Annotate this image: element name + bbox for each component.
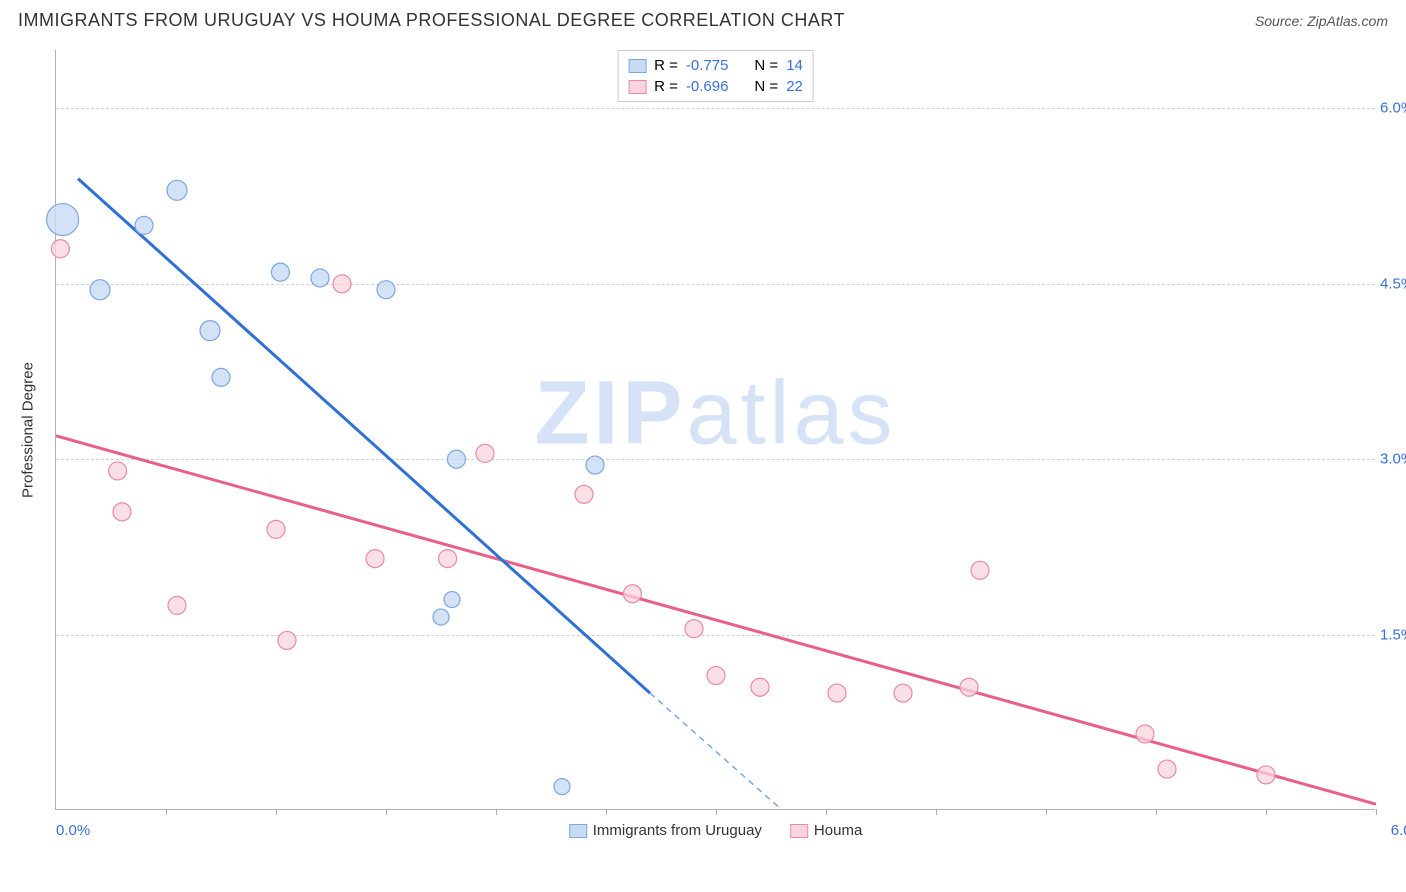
data-point-series1 (377, 281, 395, 299)
y-tick-label: 4.5% (1380, 275, 1406, 292)
data-point-series2 (439, 550, 457, 568)
x-tick (1046, 809, 1047, 815)
data-point-series2 (333, 275, 351, 293)
plot-svg (56, 50, 1375, 809)
legend-bottom-label: Immigrants from Uruguay (593, 822, 762, 839)
x-tick (166, 809, 167, 815)
data-point-series1 (447, 450, 465, 468)
regression-line-series2 (56, 436, 1376, 804)
legend-r-value: -0.696 (686, 78, 729, 95)
data-point-series1 (47, 204, 79, 236)
data-point-series1 (586, 456, 604, 474)
data-point-series2 (168, 596, 186, 614)
legend-n-label: N = (754, 78, 778, 95)
data-point-series2 (575, 485, 593, 503)
x-tick (386, 809, 387, 815)
data-point-series2 (109, 462, 127, 480)
x-tick (606, 809, 607, 815)
legend-r-label: R = (654, 57, 678, 74)
legend-bottom-item: Immigrants from Uruguay (569, 822, 762, 839)
data-point-series2 (971, 561, 989, 579)
legend-bottom: Immigrants from Uruguay Houma (569, 822, 863, 839)
legend-top-row: R = -0.696 N = 22 (628, 76, 803, 97)
data-point-series1 (200, 321, 220, 341)
legend-bottom-label: Houma (814, 822, 862, 839)
data-point-series2 (1136, 725, 1154, 743)
x-tick (716, 809, 717, 815)
data-point-series2 (828, 684, 846, 702)
x-tick (496, 809, 497, 815)
legend-n-value: 14 (786, 57, 803, 74)
y-tick-label: 1.5% (1380, 626, 1406, 643)
plot-area: ZIPatlas 1.5%3.0%4.5%6.0% 0.0% 6.0% R =-… (55, 50, 1375, 810)
y-axis-label: Professional Degree (20, 362, 37, 498)
data-point-series2 (1158, 760, 1176, 778)
legend-swatch (628, 80, 646, 94)
y-tick-label: 3.0% (1380, 451, 1406, 468)
data-point-series2 (685, 620, 703, 638)
data-point-series2 (623, 585, 641, 603)
data-point-series2 (51, 240, 69, 258)
x-tick (936, 809, 937, 815)
x-tick (1266, 809, 1267, 815)
x-max-label: 6.0% (1391, 822, 1406, 839)
data-point-series1 (271, 263, 289, 281)
source-label: Source: ZipAtlas.com (1255, 13, 1388, 29)
data-point-series2 (278, 631, 296, 649)
regression-line-series1 (78, 179, 650, 693)
data-point-series1 (167, 180, 187, 200)
legend-bottom-item: Houma (790, 822, 862, 839)
legend-r-value: -0.775 (686, 57, 729, 74)
chart-title: IMMIGRANTS FROM URUGUAY VS HOUMA PROFESS… (18, 10, 845, 31)
title-bar: IMMIGRANTS FROM URUGUAY VS HOUMA PROFESS… (0, 0, 1406, 31)
legend-top-row: R = -0.775 N = 14 (628, 55, 803, 76)
data-point-series2 (751, 678, 769, 696)
data-point-series2 (960, 678, 978, 696)
data-point-series1 (212, 368, 230, 386)
data-point-series2 (366, 550, 384, 568)
legend-swatch (569, 824, 587, 838)
data-point-series1 (311, 269, 329, 287)
x-min-label: 0.0% (56, 822, 90, 839)
data-point-series1 (444, 592, 460, 608)
legend-r-label: R = (654, 78, 678, 95)
data-point-series1 (90, 280, 110, 300)
x-tick (276, 809, 277, 815)
x-tick (826, 809, 827, 815)
data-point-series2 (1257, 766, 1275, 784)
legend-n-label: N = (754, 57, 778, 74)
data-point-series2 (707, 667, 725, 685)
legend-n-value: 22 (786, 78, 803, 95)
data-point-series1 (433, 609, 449, 625)
data-point-series1 (135, 216, 153, 234)
legend-swatch (628, 59, 646, 73)
data-point-series2 (267, 520, 285, 538)
data-point-series2 (476, 444, 494, 462)
legend-top: R = -0.775 N = 14 R = -0.696 N = 22 (617, 50, 814, 102)
data-point-series2 (894, 684, 912, 702)
regression-line-series1-dashed (650, 693, 782, 810)
y-tick-label: 6.0% (1380, 100, 1406, 117)
chart-container: IMMIGRANTS FROM URUGUAY VS HOUMA PROFESS… (0, 0, 1406, 892)
data-point-series1 (554, 779, 570, 795)
x-tick (1376, 809, 1377, 815)
x-tick (1156, 809, 1157, 815)
legend-swatch (790, 824, 808, 838)
data-point-series2 (113, 503, 131, 521)
